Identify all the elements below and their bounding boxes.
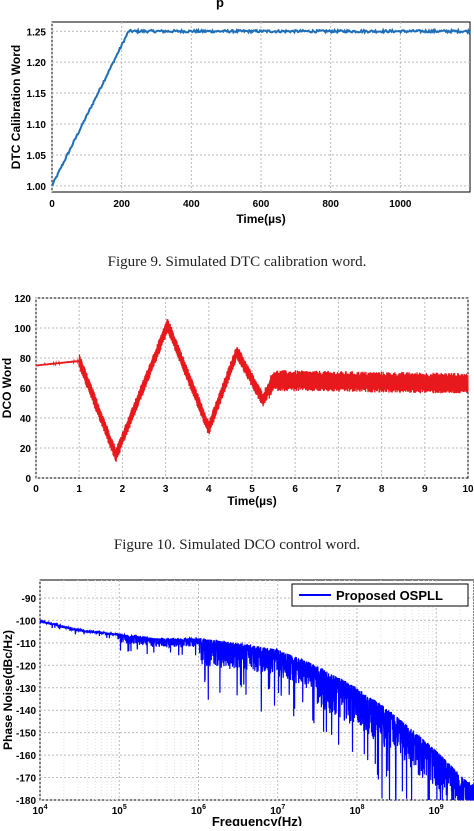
x-tick-label: 0 [49, 199, 55, 210]
x-tick-label: 106 [191, 804, 206, 817]
chart-phase-noise: 104 105 106 107 108 109 -90 -100 -110 -120 -130 -14… [1, 579, 474, 829]
x-tick-label: 400 [183, 199, 200, 210]
y-tick-label: -130 [16, 684, 36, 695]
x-tick-label: 6 [292, 484, 298, 495]
y-tick-label: 1.10 [27, 120, 47, 131]
x-tick-label: 104 [32, 804, 47, 817]
y-tick-label: -100 [16, 616, 36, 627]
x-tick-label: 200 [113, 199, 130, 210]
chart-dtc-calibration: p 0 200 400 600 800 1000 1.00 1.05 1.10 1.15 1.20 1.… [9, 0, 471, 226]
legend: Proposed OSPLL [291, 583, 469, 607]
y-tick-label: 1.25 [27, 27, 47, 38]
y-axis-label: DTC Calibration Word [9, 45, 23, 169]
legend-box [291, 583, 469, 607]
x-tick-label: 108 [349, 804, 364, 817]
y-tick-label: 1.00 [27, 182, 47, 193]
figure-11: 104 105 106 107 108 109 -90 -100 -110 -120 -130 -14… [0, 572, 474, 829]
y-tick-label: -90 [22, 594, 37, 605]
x-tick-label: 600 [253, 199, 270, 210]
x-tick-label: 0 [33, 484, 39, 495]
figure-9: p 0 200 400 600 800 1000 1.00 1.05 1.10 1.15 1.20 1.… [0, 0, 474, 240]
series-line [51, 27, 471, 187]
y-tick-label: -170 [16, 774, 36, 785]
y-tick-label: 1.20 [27, 58, 47, 69]
cut-off-title-fragment: p [216, 0, 224, 10]
x-tick-label: 105 [112, 804, 127, 817]
y-tick-label: 20 [20, 444, 32, 455]
series-line [35, 319, 469, 462]
figure-9-caption: Figure 9. Simulated DTC calibration word… [107, 254, 367, 270]
x-axis-label: Time(µs) [227, 494, 276, 508]
plot-frame [39, 579, 474, 801]
x-tick-label: 107 [270, 804, 285, 817]
x-tick-label: 7 [336, 484, 342, 495]
y-axis-label: Phase Noise(dBc/Hz) [1, 630, 15, 750]
x-axis-label: Frequency(Hz) [212, 814, 302, 826]
y-tick-label: -150 [16, 729, 36, 740]
y-tick-label: 0 [25, 474, 31, 485]
y-tick-label: 100 [14, 324, 31, 335]
figure-10: 0 1 2 3 4 5 6 7 8 9 10 0 20 40 60 80 100 120 Time(µs) DCO W… [0, 290, 474, 515]
y-tick-label: 40 [20, 414, 32, 425]
y-tick-label: -140 [16, 706, 36, 717]
y-tick-label: -110 [17, 639, 37, 650]
x-axis-label: Time(µs) [236, 212, 285, 226]
legend-entry: Proposed OSPLL [336, 588, 443, 603]
y-tick-label: -160 [16, 751, 36, 762]
y-tick-label: -180 [16, 796, 36, 807]
y-axis-label: DCO Word [0, 358, 14, 418]
x-tick-label: 9 [422, 484, 428, 495]
x-tick-label: 10 [462, 484, 474, 495]
x-tick-label: 109 [429, 804, 444, 817]
figure-10-caption: Figure 10. Simulated DCO control word. [113, 537, 361, 553]
x-tick-label: 2 [120, 484, 126, 495]
y-tick-label: 60 [20, 384, 32, 395]
x-tick-label: 1000 [389, 199, 412, 210]
x-tick-label: 800 [322, 199, 339, 210]
x-tick-label: 3 [163, 484, 169, 495]
y-tick-label: -120 [16, 661, 36, 672]
x-tick-label: 5 [249, 484, 255, 495]
series-line-proposed-ospll [39, 619, 474, 801]
y-tick-label: 1.05 [27, 151, 47, 162]
y-tick-label: 120 [14, 294, 31, 305]
x-tick-label: 8 [379, 484, 385, 495]
x-tick-label: 1 [76, 484, 82, 495]
y-tick-label: 80 [20, 354, 32, 365]
y-tick-label: 1.15 [27, 89, 47, 100]
x-tick-label: 4 [206, 484, 212, 495]
